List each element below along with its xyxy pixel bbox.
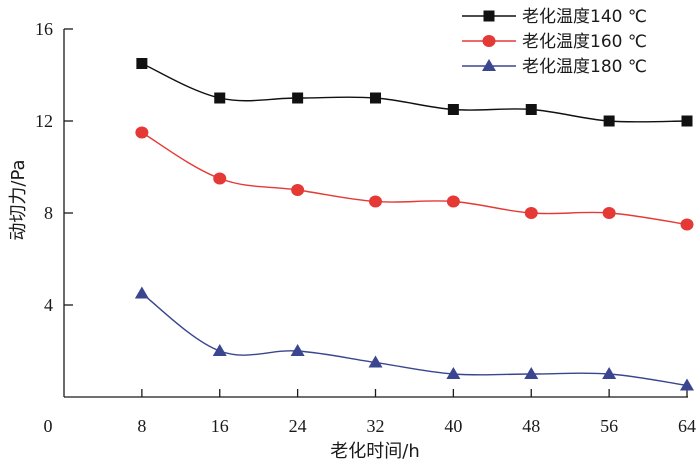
legend-marker-square — [483, 10, 495, 22]
data-point-circle — [369, 195, 382, 208]
data-point-square — [603, 115, 615, 127]
legend-label: 老化温度160 ℃ — [522, 32, 647, 52]
legend-item: 老化温度140 ℃ — [462, 7, 647, 27]
x-tick-label: 56 — [600, 416, 618, 436]
data-point-circle — [135, 126, 149, 139]
y-tick-label: 12 — [35, 111, 53, 131]
series-square — [136, 58, 693, 127]
data-point-circle — [602, 207, 616, 219]
y-tick-label: 4 — [44, 295, 53, 315]
legend-label: 老化温度140 ℃ — [522, 7, 647, 27]
data-point-square — [447, 104, 459, 115]
legend-item: 老化温度160 ℃ — [462, 32, 647, 52]
data-point-square — [525, 104, 537, 115]
series-layer — [134, 58, 694, 391]
x-tick-label: 40 — [444, 416, 462, 436]
x-tick-label: 48 — [522, 416, 540, 436]
series-circle — [135, 126, 694, 231]
data-point-triangle — [290, 344, 305, 356]
origin-label: 0 — [44, 416, 53, 436]
legend-marker-triangle — [482, 59, 496, 71]
data-point-circle — [213, 172, 227, 185]
legend-marker-circle — [482, 35, 496, 47]
x-tick-label: 64 — [678, 416, 696, 436]
legend-label: 老化温度180 ℃ — [522, 57, 647, 77]
data-point-square — [370, 92, 381, 104]
series-triangle — [134, 286, 694, 391]
x-ticks: 8 16 24 32 40 48 56 64 — [137, 389, 696, 436]
data-point-circle — [291, 184, 305, 196]
legend: 老化温度140 ℃ 老化温度160 ℃ 老化温度180 ℃ — [462, 7, 647, 77]
y-ticks: 4 8 12 16 — [35, 19, 73, 315]
x-tick-label: 32 — [367, 416, 385, 436]
series-line — [141, 292, 688, 387]
data-point-circle — [680, 218, 694, 231]
data-point-square — [214, 92, 226, 104]
data-point-triangle — [680, 378, 694, 391]
data-point-triangle — [524, 367, 539, 379]
data-point-triangle — [134, 286, 149, 299]
legend-item: 老化温度180 ℃ — [462, 57, 647, 77]
data-point-square — [292, 92, 304, 104]
data-point-triangle — [602, 367, 617, 379]
data-point-triangle — [446, 367, 461, 379]
x-tick-label: 16 — [211, 416, 229, 436]
y-tick-label: 16 — [35, 19, 53, 39]
y-axis-title: 动切力/Pa — [8, 159, 29, 240]
x-tick-label: 8 — [137, 416, 146, 436]
data-point-circle — [446, 195, 460, 208]
data-point-square — [136, 58, 148, 69]
x-axis-title: 老化时间/h — [330, 441, 419, 462]
y-tick-label: 8 — [44, 203, 53, 223]
data-point-circle — [524, 207, 538, 219]
data-point-triangle — [212, 344, 227, 356]
data-point-square — [681, 115, 693, 127]
x-tick-label: 24 — [289, 416, 307, 436]
data-point-triangle — [368, 355, 383, 368]
